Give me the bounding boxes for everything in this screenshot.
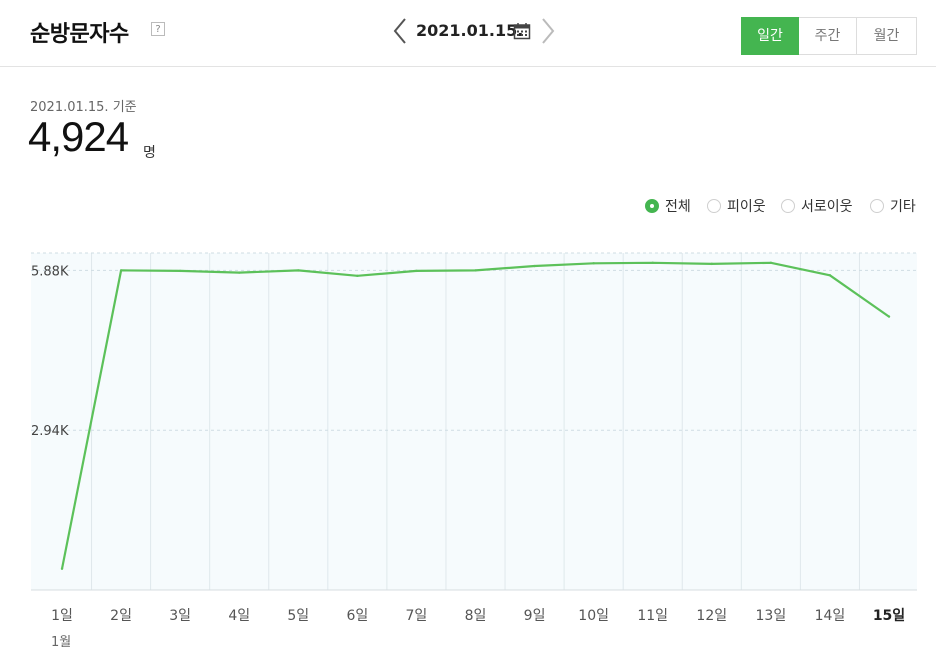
plot-area xyxy=(31,253,917,590)
tab-daily[interactable]: 일간 xyxy=(741,17,799,55)
x-axis-month-label: 1월 xyxy=(51,635,72,650)
legend-label: 기타 xyxy=(890,199,916,215)
x-tick-label: 13일 xyxy=(756,608,787,624)
legend-label: 전체 xyxy=(665,199,691,215)
data-point xyxy=(238,271,241,274)
visitors-line-chart: 2.94K 5.88K 1일 2일 3일 4일 5일 6일 7일 8일 9일 10일 11일 12일 13일… xyxy=(31,252,917,624)
x-tick-label: 14일 xyxy=(815,608,846,624)
x-tick-label: 6일 xyxy=(346,608,368,624)
y-tick-label: 5.88K xyxy=(31,264,69,279)
data-point xyxy=(828,274,832,277)
x-tick-label: 7일 xyxy=(406,608,428,624)
x-tick-label: 3일 xyxy=(169,608,191,624)
legend-label: 피이웃 xyxy=(727,199,766,215)
radio-icon xyxy=(870,199,884,213)
x-tick-label: 12일 xyxy=(696,608,727,624)
data-point xyxy=(60,567,64,571)
x-tick-label: 2일 xyxy=(110,608,132,624)
data-point xyxy=(592,262,595,265)
x-tick-label: 5일 xyxy=(287,608,309,624)
x-tick-label: 9일 xyxy=(524,608,546,624)
radio-icon xyxy=(707,199,721,213)
legend-item-neighbor[interactable]: 피이웃 xyxy=(707,196,766,216)
data-point xyxy=(474,269,477,272)
data-point xyxy=(297,269,300,272)
header: 순방문자수 ? 2021.01.15. 일간 주간 월간 xyxy=(0,0,936,67)
legend-item-other[interactable]: 기타 xyxy=(870,196,916,216)
legend-item-mutual[interactable]: 서로이웃 xyxy=(781,196,853,216)
chevron-right-icon[interactable] xyxy=(540,17,556,45)
basis-date: 2021.01.15. 기준 xyxy=(30,100,137,115)
visitor-count: 4,924 xyxy=(28,113,129,160)
y-tick-label: 2.94K xyxy=(31,424,69,439)
data-point xyxy=(651,261,654,264)
legend-label: 서로이웃 xyxy=(801,199,853,215)
chevron-left-icon[interactable] xyxy=(392,17,408,45)
current-date: 2021.01.15. xyxy=(416,21,524,40)
x-tick-label: 4일 xyxy=(228,608,250,624)
radio-selected-icon xyxy=(645,199,659,213)
tab-monthly[interactable]: 월간 xyxy=(857,17,917,55)
data-point xyxy=(769,261,773,264)
legend-item-all[interactable]: 전체 xyxy=(645,196,691,216)
x-tick-label: 8일 xyxy=(465,608,487,624)
x-tick-label: 1일 xyxy=(51,608,73,624)
data-point xyxy=(415,269,418,273)
help-icon[interactable]: ? xyxy=(151,22,165,36)
visitor-unit: 명 xyxy=(143,145,156,161)
tab-weekly[interactable]: 주간 xyxy=(799,17,857,55)
radio-icon xyxy=(781,199,795,213)
x-tick-label: 11일 xyxy=(637,608,668,624)
data-point xyxy=(533,264,536,268)
data-point xyxy=(887,315,891,318)
data-point xyxy=(119,269,123,272)
page-title: 순방문자수 xyxy=(30,22,129,47)
x-tick-label: 10일 xyxy=(578,608,609,624)
data-point xyxy=(710,262,713,266)
data-point xyxy=(356,274,359,278)
x-tick-label: 15일 xyxy=(873,608,905,624)
data-point xyxy=(178,269,182,273)
calendar-icon[interactable] xyxy=(513,22,531,40)
